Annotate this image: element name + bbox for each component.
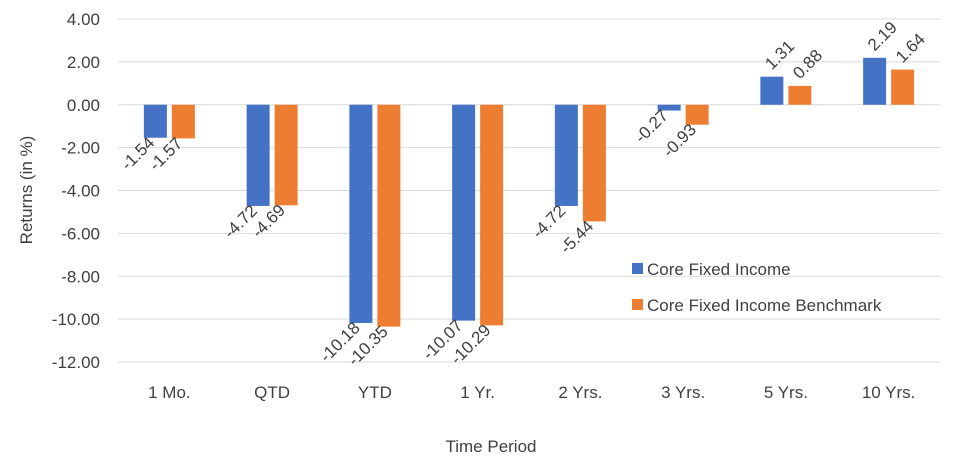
data-label: 1.64 (892, 30, 929, 67)
data-label: -0.93 (659, 120, 700, 161)
bar-benchmark (891, 69, 915, 105)
y-tick-label: -12.00 (52, 353, 100, 372)
x-axis-ticks: 1 Mo. QTD YTD 1 Yr. 2 Yrs. 3 Yrs. 5 Yrs. 10 Yrs… (148, 383, 915, 402)
bar-benchmark (582, 104, 606, 222)
y-tick-label: -10.00 (52, 310, 100, 329)
bar-benchmark (788, 85, 812, 105)
bars (143, 57, 915, 327)
bar-core-fixed-income (143, 104, 167, 138)
bar-core-fixed-income (760, 76, 784, 105)
y-tick-label: 0.00 (67, 96, 100, 115)
bar-core-fixed-income (554, 104, 578, 206)
bar-core-fixed-income (349, 104, 373, 323)
y-tick-label: -4.00 (61, 182, 100, 201)
bar-benchmark (685, 104, 709, 125)
data-label: -4.69 (248, 201, 289, 242)
legend: Core Fixed Income Core Fixed Income Benc… (632, 260, 882, 315)
x-tick-label: 2 Yrs. (558, 383, 602, 402)
legend-label-core-fixed-income: Core Fixed Income (647, 260, 791, 279)
y-axis-title: Returns (in %) (17, 136, 36, 245)
x-axis-title: Time Period (445, 437, 536, 456)
bar-core-fixed-income (246, 104, 270, 206)
x-tick-label: YTD (358, 383, 392, 402)
data-labels: -1.54-1.57-4.72-4.69-10.18-10.35 -10.07-1… (117, 18, 928, 370)
x-tick-label: QTD (254, 383, 290, 402)
x-tick-label: 1 Yr. (460, 383, 495, 402)
y-tick-label: -2.00 (61, 139, 100, 158)
legend-swatch-core-fixed-income-benchmark (632, 299, 643, 310)
x-tick-label: 1 Mo. (148, 383, 191, 402)
bar-core-fixed-income (863, 57, 887, 105)
y-tick-label: -6.00 (61, 224, 100, 243)
x-tick-label: 5 Yrs. (764, 383, 808, 402)
bar-benchmark (171, 104, 195, 139)
y-axis-ticks: 4.00 2.00 0.00 -2.00 -4.00 -6.00 -8.00 -10.00 -1… (52, 10, 100, 372)
bar-benchmark (377, 104, 401, 327)
bar-core-fixed-income (452, 104, 476, 321)
data-label: -4.72 (528, 201, 569, 242)
legend-swatch-core-fixed-income (632, 263, 643, 274)
x-tick-label: 10 Yrs. (862, 383, 916, 402)
x-tick-label: 3 Yrs. (661, 383, 705, 402)
data-label: -5.44 (556, 217, 597, 258)
bar-core-fixed-income (657, 104, 681, 111)
y-tick-label: 4.00 (67, 10, 100, 29)
bar-benchmark (480, 104, 504, 326)
bar-benchmark (274, 104, 298, 206)
legend-label-core-fixed-income-benchmark: Core Fixed Income Benchmark (647, 296, 882, 315)
y-tick-label: 2.00 (67, 53, 100, 72)
y-tick-label: -8.00 (61, 267, 100, 286)
